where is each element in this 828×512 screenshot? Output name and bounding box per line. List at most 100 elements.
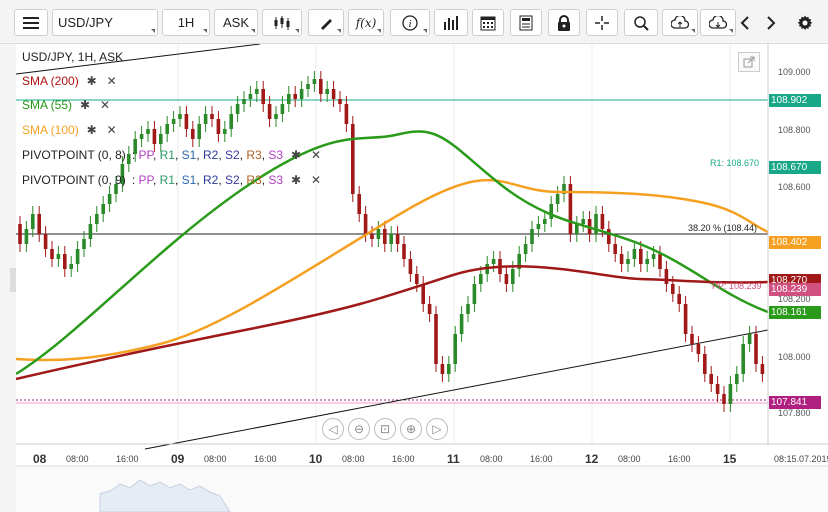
candle-body <box>709 374 713 384</box>
pivot-2-items: : PP, R1, S1, R2, S2, R3, S3 <box>131 173 284 187</box>
r1-annotation: R1: 108.670 <box>710 158 759 168</box>
candle-body <box>626 259 630 264</box>
legend-pivot-2: PIVOTPOINT (0, 9) : PP, R1, S1, R2, S2, … <box>22 173 323 187</box>
candle-body <box>389 234 393 244</box>
reset-view-button[interactable]: ⊡ <box>374 418 396 440</box>
symbol-label: USD/JPY <box>58 15 113 30</box>
candle-body <box>408 259 413 274</box>
candle-body <box>722 394 726 404</box>
candles <box>18 71 765 412</box>
pivot-2-label: PIVOTPOINT (0, 9) <box>22 173 126 187</box>
menu-button[interactable] <box>14 9 48 36</box>
crosshair-button[interactable] <box>586 9 618 36</box>
gear-icon[interactable]: ✱ <box>86 74 97 88</box>
pivot-pp: PP <box>138 148 153 162</box>
candle-body <box>632 249 637 259</box>
pivot-r3: R3 <box>246 148 262 162</box>
navigator-series <box>99 479 231 512</box>
candle-body <box>747 334 752 344</box>
scroll-left-button[interactable]: ◁ <box>322 418 344 440</box>
calendar-button[interactable] <box>472 9 504 36</box>
scroll-right-button[interactable]: ▷ <box>426 418 448 440</box>
pivot-r1: R1 <box>159 148 175 162</box>
close-icon[interactable]: ✕ <box>311 173 322 187</box>
next-button[interactable] <box>760 9 782 36</box>
chart-type-button[interactable] <box>262 9 302 36</box>
close-icon[interactable]: ✕ <box>99 98 111 112</box>
info-icon: i <box>402 14 418 31</box>
candle-body <box>421 284 425 304</box>
crosshair-icon <box>595 15 609 30</box>
candle-body <box>31 214 35 229</box>
candle-body <box>120 164 125 184</box>
draw-button[interactable] <box>308 9 344 36</box>
settings-button[interactable] <box>792 9 818 36</box>
candle-body <box>351 124 355 194</box>
x-tick: 08:00 <box>342 454 365 464</box>
candle-body <box>101 204 105 214</box>
volume-button[interactable] <box>434 9 468 36</box>
price-label-sma55: 108.161 <box>769 306 821 319</box>
price-type-label: ASK <box>222 15 249 30</box>
reset-icon: ⊡ <box>379 422 391 436</box>
candle-body <box>530 229 534 244</box>
info-button[interactable]: i <box>390 9 430 36</box>
news-icon <box>519 15 533 30</box>
close-icon[interactable]: ✕ <box>106 123 117 137</box>
fib-annotation: 38.20 % (108.44) <box>688 223 757 233</box>
candle-body <box>363 214 368 234</box>
x-tick: 08:00 <box>618 454 641 464</box>
candle-body <box>555 194 560 204</box>
candle-body <box>639 249 643 264</box>
candle-body <box>274 114 278 119</box>
symbol-select[interactable]: USD/JPY <box>52 9 158 36</box>
lock-button[interactable] <box>548 9 580 36</box>
download-button[interactable] <box>700 9 736 36</box>
candle-body <box>338 99 342 104</box>
candle-body <box>683 304 688 334</box>
gear-icon[interactable]: ✱ <box>291 148 302 162</box>
popout-button[interactable] <box>738 52 760 72</box>
timeframe-select[interactable]: 1H <box>162 9 210 36</box>
candle-body <box>741 344 745 374</box>
gear-icon[interactable]: ✱ <box>86 123 97 137</box>
y-tick: 108.800 <box>778 125 811 135</box>
y-tick: 107.800 <box>778 408 811 418</box>
x-tick: 08:00 <box>480 454 503 464</box>
close-icon[interactable]: ✕ <box>106 74 117 88</box>
function-button[interactable]: f(x) <box>348 9 384 36</box>
chevron-right-icon: ▷ <box>432 422 442 436</box>
candle-body <box>280 104 285 114</box>
function-icon: f(x) <box>355 15 377 30</box>
price-label-pp: 108.239 <box>769 283 821 296</box>
news-button[interactable] <box>510 9 542 36</box>
candle-body <box>536 224 541 229</box>
price-chart[interactable]: R1: 108.670 38.20 % (108.44) PP: 108.239 <box>0 44 828 512</box>
candle-body <box>472 284 477 304</box>
zoom-out-icon: ⊖ <box>353 422 365 436</box>
gear-icon[interactable]: ✱ <box>291 173 302 187</box>
candle-body <box>511 269 515 284</box>
candle-body <box>581 219 585 224</box>
candle-body <box>63 254 67 269</box>
zoom-in-button[interactable]: ⊕ <box>400 418 422 440</box>
candle-body <box>197 124 201 139</box>
x-tick: 09 <box>171 452 185 466</box>
upload-button[interactable] <box>662 9 698 36</box>
gear-icon[interactable]: ✱ <box>79 98 91 112</box>
zoom-out-button[interactable]: ⊖ <box>348 418 370 440</box>
close-icon[interactable]: ✕ <box>311 148 322 162</box>
x-tick: 16:00 <box>668 454 691 464</box>
prev-button[interactable] <box>734 9 756 36</box>
candle-body <box>43 234 48 249</box>
pivot-r2: R2 <box>203 173 219 187</box>
pivot-r3: R3 <box>246 173 262 187</box>
zoom-button[interactable] <box>624 9 658 36</box>
left-resize-handle[interactable] <box>10 268 16 292</box>
pp-annotation: PP: 108.239 <box>712 281 762 291</box>
chart-area[interactable]: R1: 108.670 38.20 % (108.44) PP: 108.239… <box>0 44 828 512</box>
candle-body <box>210 114 214 119</box>
price-type-select[interactable]: ASK <box>214 9 258 36</box>
candle-body <box>735 374 739 384</box>
price-label-current: 107.841 <box>769 396 821 409</box>
